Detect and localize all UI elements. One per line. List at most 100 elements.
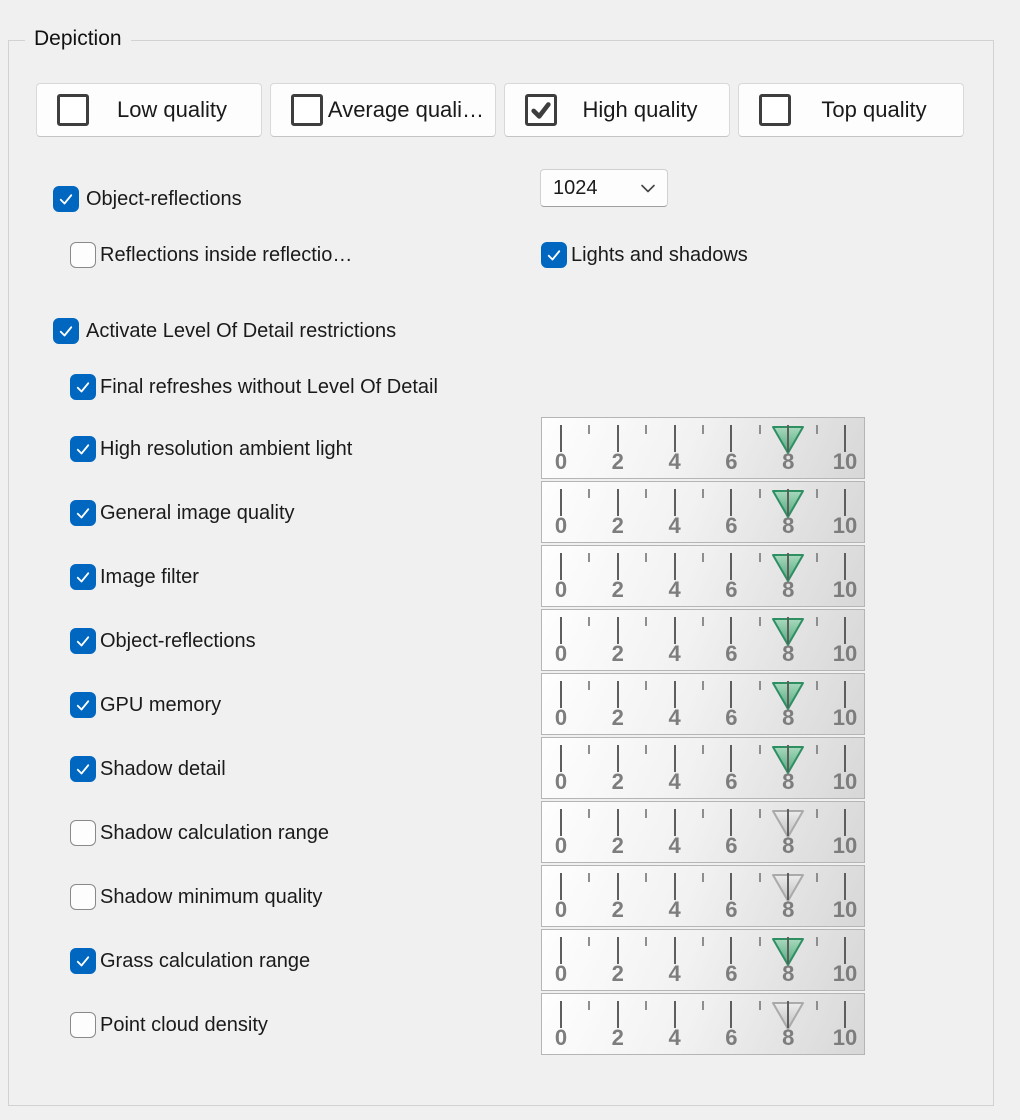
slider-row: Shadow minimum quality 0 2 4 6 8 10 xyxy=(0,865,1020,929)
slider-tick xyxy=(787,937,790,964)
reflections-inside-label: Reflections inside reflectio… xyxy=(100,244,353,266)
slider-tick-label: 4 xyxy=(668,641,681,666)
slider-tick xyxy=(616,809,619,836)
slider-rows: High resolution ambient light 0 2 4 6 8 10 Ge… xyxy=(0,417,1020,1057)
slider-tick-label: 0 xyxy=(554,577,568,602)
slider-tick xyxy=(787,809,790,836)
reflections-inside-checkbox[interactable] xyxy=(70,242,96,268)
high-quality-button[interactable]: High quality xyxy=(504,83,730,137)
slider-track[interactable]: 0 2 4 6 8 10 xyxy=(541,609,865,671)
slider-row-label: GPU memory xyxy=(100,694,222,716)
slider-tick xyxy=(588,873,591,882)
slider-tick-label: 2 xyxy=(611,577,624,602)
chevron-down-icon xyxy=(641,184,655,193)
object-reflections-checkbox[interactable] xyxy=(53,186,79,212)
slider-row: Image filter 0 2 4 6 8 10 xyxy=(0,545,1020,609)
slider-row-label: General image quality xyxy=(100,502,295,524)
checkmark-icon xyxy=(76,572,90,583)
checkmark-icon xyxy=(547,250,561,261)
slider-tick-label: 0 xyxy=(554,961,568,986)
slider-tick-label: 8 xyxy=(782,1025,795,1050)
high-quality-checkbox[interactable] xyxy=(525,94,557,126)
slider-track[interactable]: 0 2 4 6 8 10 xyxy=(541,417,865,479)
slider-track[interactable]: 0 2 4 6 8 10 xyxy=(541,737,865,799)
slider-row-checkbox[interactable] xyxy=(70,436,96,462)
low-quality-checkbox[interactable] xyxy=(57,94,89,126)
slider-row-checkbox[interactable] xyxy=(70,756,96,782)
slider-tick-label: 8 xyxy=(782,513,795,538)
slider-tick-label: 2 xyxy=(611,705,624,730)
slider-tick xyxy=(560,681,562,708)
slider-row-checkbox[interactable] xyxy=(70,692,96,718)
slider-tick xyxy=(730,873,733,900)
reflection-resolution-dropdown[interactable]: 1024 xyxy=(540,169,668,207)
low-quality-button[interactable]: Low quality xyxy=(36,83,262,137)
slider-tick xyxy=(673,809,676,836)
slider-tick-label: 6 xyxy=(725,769,738,794)
slider-tick-label: 0 xyxy=(554,449,568,474)
slider-tick-label: 0 xyxy=(554,833,568,858)
slider-tick-label: 10 xyxy=(832,961,858,986)
slider-tick-label: 10 xyxy=(832,641,858,666)
slider-tick-label: 8 xyxy=(782,769,795,794)
slider-tick xyxy=(758,553,761,562)
slider-row-label: Shadow detail xyxy=(100,758,226,780)
slider-row: Object-reflections 0 2 4 6 8 10 xyxy=(0,609,1020,673)
slider-tick xyxy=(730,745,733,772)
slider-row-checkbox[interactable] xyxy=(70,500,96,526)
average-quality-button[interactable]: Average quali… xyxy=(270,83,496,137)
slider-track[interactable]: 0 2 4 6 8 10 xyxy=(541,865,865,927)
slider-tick xyxy=(588,937,591,946)
slider-row-checkbox[interactable] xyxy=(70,564,96,590)
slider-row-checkbox[interactable] xyxy=(70,948,96,974)
slider-track[interactable]: 0 2 4 6 8 10 xyxy=(541,801,865,863)
slider-track[interactable]: 0 2 4 6 8 10 xyxy=(541,929,865,991)
slider-tick-label: 4 xyxy=(668,833,681,858)
slider-tick xyxy=(815,489,818,498)
slider-track[interactable]: 0 2 4 6 8 10 xyxy=(541,545,865,607)
slider-tick xyxy=(616,937,619,964)
slider-track[interactable]: 0 2 4 6 8 10 xyxy=(541,993,865,1055)
slider-tick-label: 10 xyxy=(832,449,858,474)
slider-tick xyxy=(616,1001,619,1028)
slider-tick-label: 10 xyxy=(832,833,858,858)
slider-tick xyxy=(588,425,591,434)
slider-tick xyxy=(702,617,704,626)
lights-and-shadows-checkbox[interactable] xyxy=(541,242,567,268)
slider-tick xyxy=(787,873,790,900)
top-quality-checkbox[interactable] xyxy=(759,94,791,126)
lod-restrictions-checkbox[interactable] xyxy=(53,318,79,344)
slider-tick-label: 8 xyxy=(782,833,795,858)
slider-tick-label: 8 xyxy=(782,641,795,666)
slider-tick xyxy=(560,937,562,964)
slider-tick xyxy=(844,873,846,900)
slider-track[interactable]: 0 2 4 6 8 10 xyxy=(541,481,865,543)
slider-tick xyxy=(787,425,790,452)
slider-tick xyxy=(588,617,591,626)
slider-tick xyxy=(787,489,790,516)
slider-tick xyxy=(758,937,761,946)
slider-row-checkbox[interactable] xyxy=(70,1012,96,1038)
final-refreshes-checkbox[interactable] xyxy=(70,374,96,400)
slider-tick xyxy=(673,553,676,580)
slider-tick xyxy=(758,1001,761,1010)
slider-tick xyxy=(588,809,591,818)
slider-track[interactable]: 0 2 4 6 8 10 xyxy=(541,673,865,735)
slider-tick xyxy=(560,809,562,836)
slider-tick-label: 6 xyxy=(725,449,738,474)
slider-tick-label: 2 xyxy=(611,513,624,538)
slider-tick-label: 2 xyxy=(611,449,624,474)
slider-row-checkbox[interactable] xyxy=(70,628,96,654)
average-quality-checkbox[interactable] xyxy=(291,94,323,126)
lights-and-shadows-label: Lights and shadows xyxy=(571,244,748,266)
slider-row-checkbox[interactable] xyxy=(70,884,96,910)
slider-tick xyxy=(702,553,704,562)
slider-tick xyxy=(758,425,761,434)
top-quality-button[interactable]: Top quality xyxy=(738,83,964,137)
slider-row-label: Object-reflections xyxy=(100,630,256,652)
slider-tick xyxy=(560,489,562,516)
slider-tick xyxy=(787,681,790,708)
slider-row-checkbox[interactable] xyxy=(70,820,96,846)
slider-tick-label: 8 xyxy=(782,897,795,922)
slider-tick xyxy=(758,745,761,754)
